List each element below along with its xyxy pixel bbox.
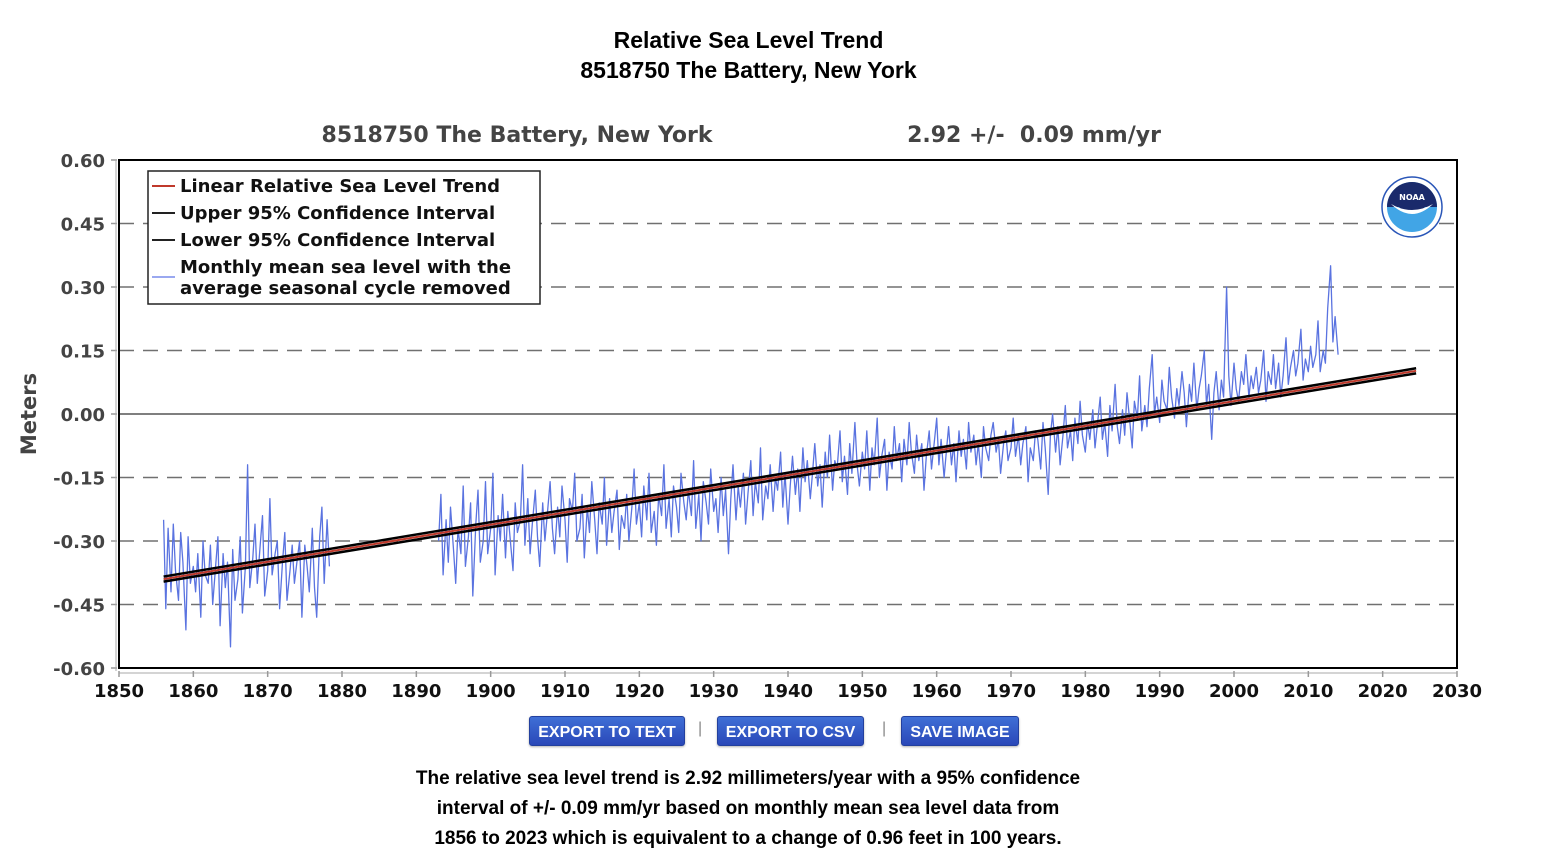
upper-ci-line xyxy=(163,367,1417,578)
export-to-csv-button[interactable]: EXPORT TO CSV xyxy=(717,716,864,746)
trend-layer xyxy=(163,367,1417,583)
x-tick-label: 1990 xyxy=(1135,681,1185,702)
x-tick-label: 1900 xyxy=(466,681,516,702)
x-tick-label: 1880 xyxy=(317,681,367,702)
x-tick-label: 1910 xyxy=(540,681,590,702)
x-tick-label: 1950 xyxy=(837,681,887,702)
chart-header-station: 8518750 The Battery, New York xyxy=(322,123,714,148)
y-tick-label: -0.45 xyxy=(53,596,105,617)
x-tick-label: 1940 xyxy=(763,681,813,702)
y-tick-label: -0.15 xyxy=(53,469,105,490)
summary-line: interval of +/- 0.09 mm/yr based on mont… xyxy=(436,798,1060,819)
y-tick-label: -0.30 xyxy=(53,532,105,553)
button-separator: | xyxy=(882,720,887,737)
x-tick-label: 1930 xyxy=(689,681,739,702)
monthly-sea-level-line xyxy=(437,265,1339,597)
x-tick-label: 2000 xyxy=(1209,681,1259,702)
y-axis-label: Meters xyxy=(17,373,41,455)
x-tick-label: 1860 xyxy=(168,681,218,702)
axes: 0.60 0.45 0.30 0.15 0.00 -0.15 -0.30 -0.45 -0.60… xyxy=(53,151,1482,702)
monthly-sea-level-line xyxy=(162,464,331,648)
linear-trend-line xyxy=(163,369,1417,581)
legend: Linear Relative Sea Level Trend Upper 95… xyxy=(147,170,541,305)
noaa-logo-text: NOAA xyxy=(1399,193,1425,202)
sea-level-chart: 0.60 0.45 0.30 0.15 0.00 -0.15 -0.30 -0.45 -0.60… xyxy=(17,123,1482,702)
summary-line: The relative sea level trend is 2.92 mil… xyxy=(415,768,1081,789)
y-tick-label: 0.60 xyxy=(61,151,105,172)
noaa-logo: NOAA xyxy=(1381,176,1443,238)
x-tick-label: 1960 xyxy=(912,681,962,702)
chart-title: Relative Sea Level Trend xyxy=(613,27,884,53)
y-tick-label: 0.30 xyxy=(61,278,105,299)
lower-ci-line xyxy=(163,372,1417,583)
x-tick-label: 2030 xyxy=(1432,681,1482,702)
x-tick-label: 2020 xyxy=(1358,681,1408,702)
trend-summary: The relative sea level trend is 2.92 mil… xyxy=(300,764,1196,854)
legend-label-lower-ci: Lower 95% Confidence Interval xyxy=(180,230,495,251)
x-tick-label: 1870 xyxy=(243,681,293,702)
x-tick-label: 1920 xyxy=(614,681,664,702)
export-to-text-button[interactable]: EXPORT TO TEXT xyxy=(529,716,685,746)
legend-label-monthly: Monthly mean sea level with the average … xyxy=(180,257,517,299)
x-tick-label: 1980 xyxy=(1060,681,1110,702)
y-tick-label: 0.15 xyxy=(61,342,105,363)
summary-line: 1856 to 2023 which is equivalent to a ch… xyxy=(434,828,1062,849)
button-separator: | xyxy=(698,720,703,737)
save-image-button[interactable]: SAVE IMAGE xyxy=(901,716,1019,746)
legend-label-trend: Linear Relative Sea Level Trend xyxy=(180,176,500,197)
y-tick-label: 0.45 xyxy=(61,215,105,236)
x-tick-label: 2010 xyxy=(1283,681,1333,702)
plot-frame xyxy=(118,159,1458,669)
y-tick-label: 0.00 xyxy=(61,405,105,426)
station-subtitle: 8518750 The Battery, New York xyxy=(580,57,917,83)
legend-label-upper-ci: Upper 95% Confidence Interval xyxy=(180,203,495,224)
x-tick-label: 1850 xyxy=(94,681,144,702)
legend-box xyxy=(147,170,541,305)
x-tick-label: 1970 xyxy=(986,681,1036,702)
chart-header-rate: 2.92 +/- 0.09 mm/yr xyxy=(907,123,1161,148)
series-layer xyxy=(162,265,1339,648)
y-tick-label: -0.60 xyxy=(53,659,105,680)
x-tick-label: 1890 xyxy=(391,681,441,702)
